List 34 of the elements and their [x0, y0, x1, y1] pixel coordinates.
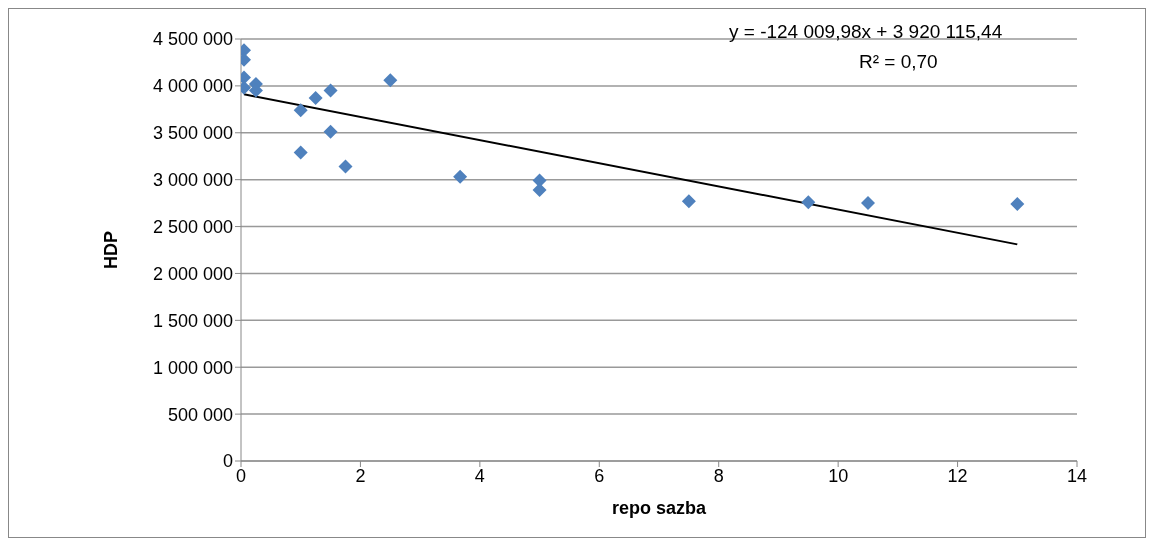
point — [681, 194, 696, 209]
point — [323, 124, 338, 139]
y-tick-label: 2 500 000 — [152, 216, 233, 237]
point — [323, 83, 338, 98]
y-tick-label: 1 000 000 — [152, 357, 233, 378]
point — [801, 195, 816, 210]
point — [383, 73, 398, 88]
x-tick-label: 6 — [594, 465, 605, 486]
point — [338, 159, 353, 174]
y-tick-label: 1 500 000 — [152, 310, 233, 331]
x-tick-label: 0 — [235, 465, 247, 486]
x-tick-label: 4 — [474, 465, 485, 486]
y-tick-label: 2 000 000 — [152, 263, 233, 284]
y-tick-label: 0 — [222, 451, 233, 472]
point — [308, 91, 323, 106]
point — [453, 169, 468, 184]
point — [293, 145, 308, 160]
y-tick-label: 500 000 — [167, 404, 233, 425]
annotation: R² = 0,70 — [859, 51, 938, 73]
point — [293, 103, 308, 118]
x-tick-label: 8 — [713, 465, 724, 486]
x-tick-label: 2 — [355, 465, 366, 486]
y-tick-label: 3 000 000 — [152, 170, 233, 191]
y-tick-label: 4 500 000 — [152, 29, 233, 50]
x-tick-label: 12 — [947, 465, 968, 486]
y-tick-label: 3 500 000 — [152, 123, 233, 144]
y-tick-label: 4 000 000 — [152, 76, 233, 97]
point — [1010, 197, 1025, 212]
x-tick-label: 14 — [1066, 465, 1088, 486]
y-axis-title: HDP — [101, 230, 122, 270]
x-axis-title: repo sazba — [611, 498, 707, 518]
x-tick-label: 10 — [828, 465, 849, 486]
point — [861, 196, 875, 211]
annotation: y = -124 009,98x + 3 920 115,44 — [729, 21, 1003, 43]
